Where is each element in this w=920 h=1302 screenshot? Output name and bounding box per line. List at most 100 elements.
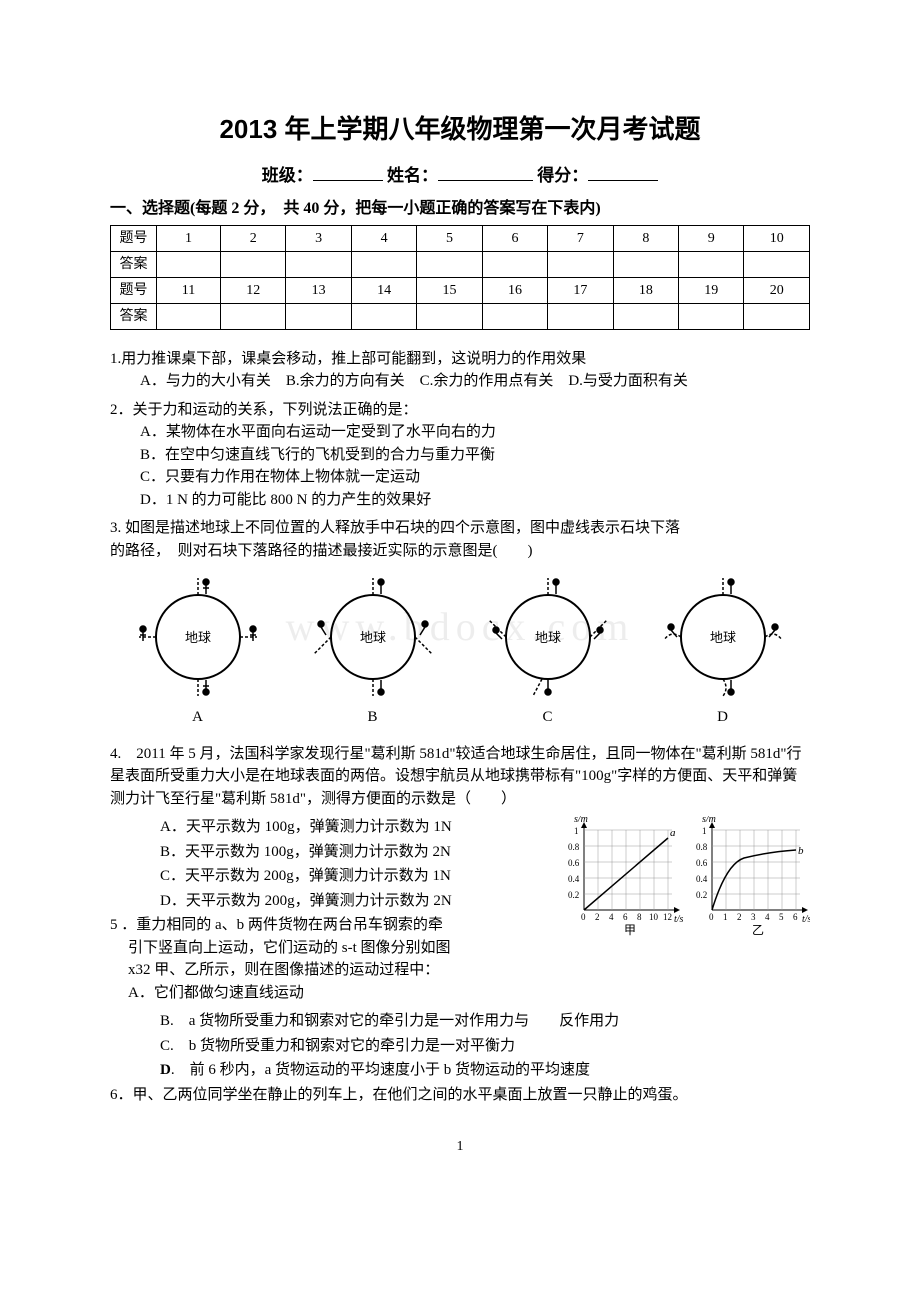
svg-text:6: 6 [793, 912, 798, 922]
svg-text:s/m: s/m [574, 816, 588, 825]
q5-more-opts: B. a 货物所受重力和钢索对它的牵引力是一对作用力与 反作用力 C. b 货物… [110, 1010, 810, 1082]
answer-cell[interactable] [220, 303, 285, 329]
table-row: 题号 1 2 3 4 5 6 7 8 9 10 [111, 225, 810, 251]
label-b: B [303, 706, 443, 729]
question-4: 4. 2011 年 5 月，法国科学家发现行星"葛利斯 581d"较适合地球生命… [110, 743, 810, 811]
svg-text:t/s: t/s [802, 914, 810, 925]
svg-text:甲: 甲 [624, 923, 636, 937]
blank-class[interactable] [313, 163, 383, 181]
cell: 7 [548, 225, 613, 251]
cell: 1 [157, 225, 221, 251]
cell: 8 [613, 225, 678, 251]
svg-text:6: 6 [623, 912, 628, 922]
q5-opt-d: D. 前 6 秒内，a 货物运动的平均速度小于 b 货物运动的平均速度 [160, 1059, 810, 1082]
earth-diagram-icon: 地球 [653, 572, 793, 702]
page-number: 1 [110, 1136, 810, 1157]
svg-text:地球: 地球 [359, 630, 385, 645]
cell: 12 [220, 277, 285, 303]
q2-stem: 2．关于力和运动的关系，下列说法正确的是： [110, 399, 810, 422]
q1-options: A．与力的大小有关 B.余力的方向有关 C.余力的作用点有关 D.与受力面积有关 [110, 370, 810, 393]
cell: 16 [482, 277, 547, 303]
svg-text:a: a [670, 827, 676, 839]
table-row: 答案 [111, 303, 810, 329]
blank-score[interactable] [588, 163, 658, 181]
svg-text:2: 2 [737, 912, 742, 922]
svg-text:0.2: 0.2 [568, 890, 579, 900]
svg-text:5: 5 [779, 912, 784, 922]
q3-stem-2: 的路径， 则对石块下落路径的描述最接近实际的示意图是( ) [110, 540, 810, 563]
q1-stem: 1.用力推课桌下部，课桌会移动，推上部可能翻到，这说明力的作用效果 [110, 348, 810, 371]
row-label: 题号 [111, 225, 157, 251]
svg-text:8: 8 [637, 912, 642, 922]
answer-cell[interactable] [548, 251, 613, 277]
answer-cell[interactable] [286, 303, 351, 329]
answer-cell[interactable] [417, 251, 482, 277]
answer-cell[interactable] [744, 303, 810, 329]
answer-cell[interactable] [157, 303, 221, 329]
svg-text:0.6: 0.6 [568, 858, 580, 868]
q5-opt-c: C. b 货物所受重力和钢索对它的牵引力是一对平衡力 [160, 1035, 810, 1058]
question-2: 2．关于力和运动的关系，下列说法正确的是： A．某物体在水平面向右运动一定受到了… [110, 399, 810, 512]
svg-text:地球: 地球 [534, 630, 560, 645]
q3-stem-1: 3. 如图是描述地球上不同位置的人释放手中石块的四个示意图，图中虚线表示石块下落 [110, 517, 810, 540]
answer-cell[interactable] [351, 251, 416, 277]
svg-text:0.4: 0.4 [568, 874, 580, 884]
cell: 2 [220, 225, 285, 251]
cell: 17 [548, 277, 613, 303]
cell: 13 [286, 277, 351, 303]
answer-cell[interactable] [679, 303, 744, 329]
blank-name[interactable] [438, 163, 533, 181]
answer-table: 题号 1 2 3 4 5 6 7 8 9 10 答案 题号 11 12 13 1… [110, 225, 810, 330]
svg-text:地球: 地球 [184, 630, 210, 645]
cell: 15 [417, 277, 482, 303]
answer-cell[interactable] [613, 251, 678, 277]
answer-cell[interactable] [286, 251, 351, 277]
svg-text:10: 10 [649, 912, 659, 922]
q5-opt-a: A．它们都做匀速直线运动 [110, 982, 810, 1005]
question-6: 6．甲、乙两位同学坐在静止的列车上，在他们之间的水平桌面上放置一只静止的鸡蛋。 [110, 1084, 810, 1107]
svg-text:12: 12 [663, 912, 672, 922]
earth-diagram-icon: 地球 [478, 572, 618, 702]
cell: 19 [679, 277, 744, 303]
cell: 6 [482, 225, 547, 251]
st-graph-icon: s/m a 0.20.40.60.81 024681012 t/s 甲 s/m [560, 816, 810, 940]
answer-cell[interactable] [613, 303, 678, 329]
answer-cell[interactable] [157, 251, 221, 277]
cell: 18 [613, 277, 678, 303]
q5-opt-b: B. a 货物所受重力和钢索对它的牵引力是一对作用力与 反作用力 [160, 1010, 810, 1033]
svg-text:0: 0 [709, 912, 714, 922]
cell: 3 [286, 225, 351, 251]
svg-text:4: 4 [765, 912, 770, 922]
q5-stem-3: x32 甲、乙所示，则在图像描述的运动过程中： [110, 959, 810, 982]
q3-figure-labels: A B C D [110, 706, 810, 729]
answer-cell[interactable] [744, 251, 810, 277]
cell: 5 [417, 225, 482, 251]
q3-figures: 地球 地球 [110, 572, 810, 702]
svg-text:t/s: t/s [674, 914, 684, 925]
answer-cell[interactable] [482, 251, 547, 277]
row-label: 答案 [111, 303, 157, 329]
row-label: 答案 [111, 251, 157, 277]
svg-text:1: 1 [723, 912, 728, 922]
q2-opt-b: B．在空中匀速直线飞行的飞机受到的合力与重力平衡 [110, 444, 810, 467]
svg-text:0: 0 [581, 912, 586, 922]
svg-text:0.4: 0.4 [696, 874, 708, 884]
q4-stem: 4. 2011 年 5 月，法国科学家发现行星"葛利斯 581d"较适合地球生命… [110, 743, 810, 811]
svg-text:乙: 乙 [752, 923, 764, 937]
label-name: 姓名： [387, 166, 438, 185]
answer-cell[interactable] [482, 303, 547, 329]
q6-stem: 6．甲、乙两位同学坐在静止的列车上，在他们之间的水平桌面上放置一只静止的鸡蛋。 [110, 1084, 810, 1107]
answer-cell[interactable] [351, 303, 416, 329]
answer-cell[interactable] [679, 251, 744, 277]
earth-diagram-icon: 地球 [303, 572, 443, 702]
answer-cell[interactable] [220, 251, 285, 277]
q2-opt-a: A．某物体在水平面向右运动一定受到了水平向右的力 [110, 421, 810, 444]
label-c: C [478, 706, 618, 729]
answer-cell[interactable] [417, 303, 482, 329]
table-row: 题号 11 12 13 14 15 16 17 18 19 20 [111, 277, 810, 303]
answer-cell[interactable] [548, 303, 613, 329]
svg-text:0.8: 0.8 [696, 842, 708, 852]
section-1-heading: 一、选择题(每题 2 分， 共 40 分，把每一小题正确的答案写在下表内) [110, 197, 810, 221]
q2-opt-d: D．1 N 的力可能比 800 N 的力产生的效果好 [110, 489, 810, 512]
cell: 9 [679, 225, 744, 251]
